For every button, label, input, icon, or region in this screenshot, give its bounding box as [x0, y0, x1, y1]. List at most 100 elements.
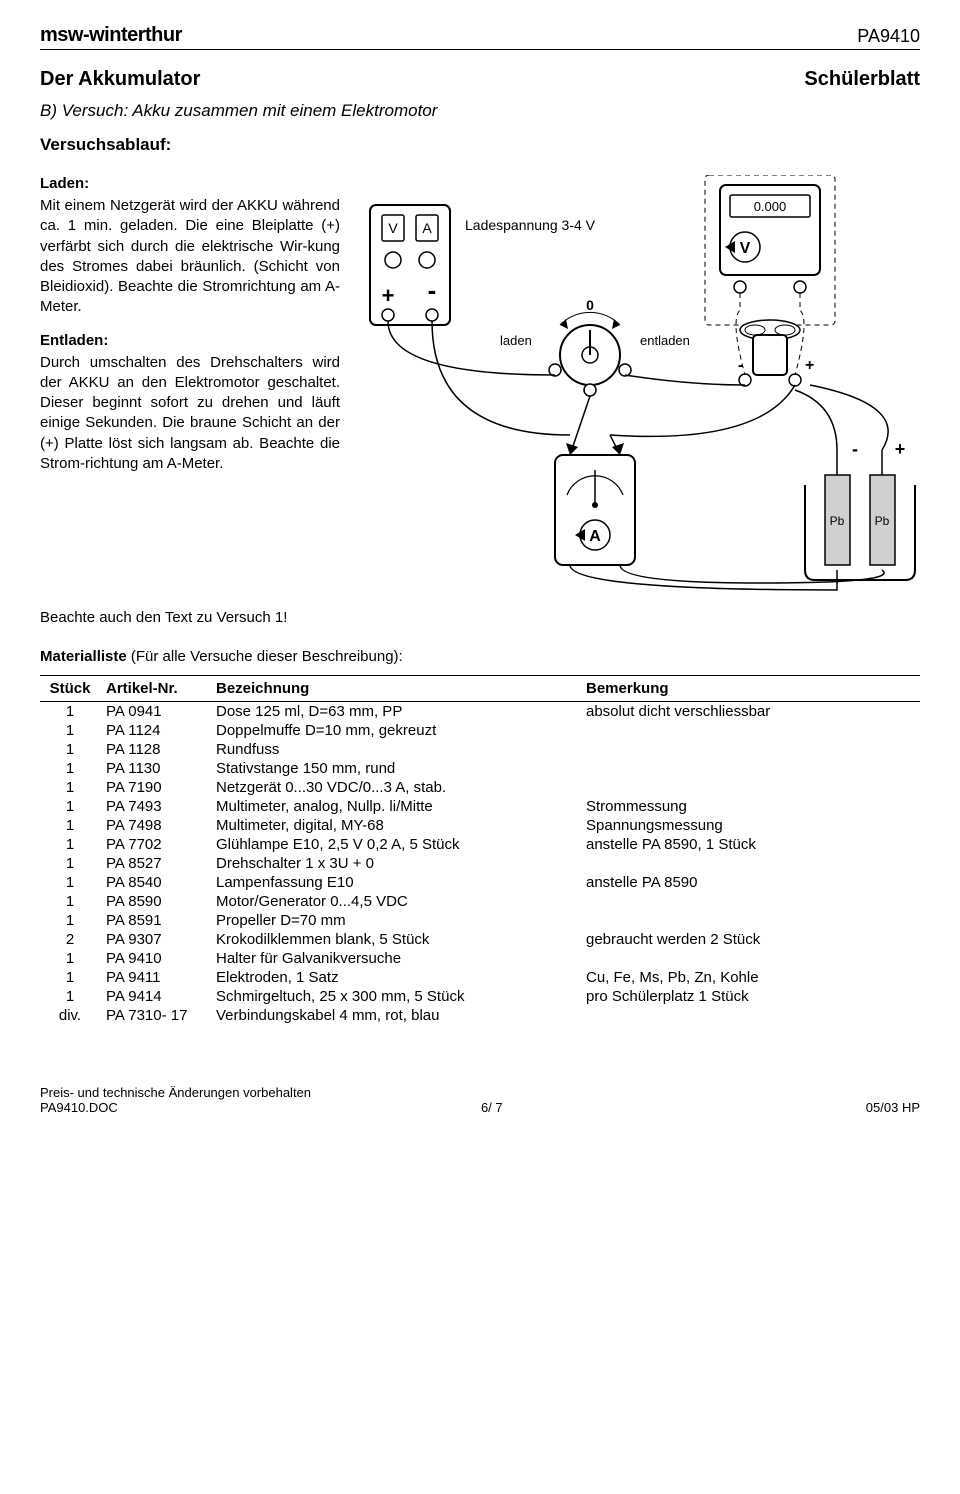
- table-cell: PA 8590: [100, 892, 210, 911]
- note-text: Beachte auch den Text zu Versuch 1!: [40, 609, 920, 626]
- col-stueck: Stück: [40, 676, 100, 702]
- title-row: Der Akkumulator Schülerblatt: [40, 68, 920, 91]
- table-cell: PA 7702: [100, 835, 210, 854]
- entladen-text: Durch umschalten des Drehschalters wird …: [40, 353, 340, 475]
- content-row: Laden: Mit einem Netzgerät wird der AKKU…: [40, 175, 920, 599]
- table-row: 1PA 8591Propeller D=70 mm: [40, 911, 920, 930]
- table-cell: Halter für Galvanikversuche: [210, 949, 580, 968]
- col-artikel: Artikel-Nr.: [100, 676, 210, 702]
- electrode-pb-2: Pb: [875, 514, 890, 528]
- table-cell: Lampenfassung E10: [210, 873, 580, 892]
- table-cell: PA 7310- 17: [100, 1006, 210, 1025]
- table-row: div.PA 7310- 17Verbindungskabel 4 mm, ro…: [40, 1006, 920, 1025]
- table-cell: Multimeter, analog, Nullp. li/Mitte: [210, 797, 580, 816]
- sheet-type: Schülerblatt: [804, 68, 920, 91]
- table-row: 1PA 9410Halter für Galvanikversuche: [40, 949, 920, 968]
- psu-plus: +: [382, 283, 395, 308]
- electrode-pb-1: Pb: [830, 514, 845, 528]
- table-cell: [580, 854, 920, 873]
- table-cell: 1: [40, 816, 100, 835]
- table-cell: 1: [40, 835, 100, 854]
- table-cell: anstelle PA 8590: [580, 873, 920, 892]
- table-row: 1PA 1130Stativstange 150 mm, rund: [40, 759, 920, 778]
- voltmeter-display: 0.000: [754, 199, 787, 214]
- table-cell: [580, 1006, 920, 1025]
- table-cell: Krokodilklemmen blank, 5 Stück: [210, 930, 580, 949]
- table-cell: PA 0941: [100, 702, 210, 722]
- accu-plus: +: [895, 439, 906, 459]
- switch-zero: 0: [586, 297, 594, 313]
- table-cell: 1: [40, 968, 100, 987]
- table-row: 1PA 9414Schmirgeltuch, 25 x 300 mm, 5 St…: [40, 987, 920, 1006]
- table-row: 1PA 9411Elektroden, 1 SatzCu, Fe, Ms, Pb…: [40, 968, 920, 987]
- table-cell: 2: [40, 930, 100, 949]
- logo-bold: msw: [40, 24, 83, 46]
- table-cell: [580, 721, 920, 740]
- table-cell: 1: [40, 892, 100, 911]
- logo: msw-winterthur: [40, 24, 182, 47]
- accu-minus: -: [852, 439, 858, 459]
- table-row: 1PA 8540Lampenfassung E10anstelle PA 859…: [40, 873, 920, 892]
- table-cell: PA 7190: [100, 778, 210, 797]
- table-cell: 1: [40, 873, 100, 892]
- table-cell: absolut dicht verschliessbar: [580, 702, 920, 722]
- table-header-row: Stück Artikel-Nr. Bezeichnung Bemerkung: [40, 676, 920, 702]
- table-cell: Netzgerät 0...30 VDC/0...3 A, stab.: [210, 778, 580, 797]
- table-cell: [580, 911, 920, 930]
- table-cell: Spannungsmessung: [580, 816, 920, 835]
- footer: Preis- und technische Änderungen vorbeha…: [40, 1085, 920, 1115]
- table-cell: 1: [40, 854, 100, 873]
- table-row: 1PA 1124Doppelmuffe D=10 mm, gekreuzt: [40, 721, 920, 740]
- table-row: 1PA 7498Multimeter, digital, MY-68Spannu…: [40, 816, 920, 835]
- table-cell: gebraucht werden 2 Stück: [580, 930, 920, 949]
- footer-rev: 05/03 HP: [866, 1100, 920, 1115]
- table-cell: 1: [40, 797, 100, 816]
- table-cell: anstelle PA 8590, 1 Stück: [580, 835, 920, 854]
- entladen-label: entladen: [640, 333, 690, 348]
- table-cell: PA 1124: [100, 721, 210, 740]
- diagram-column: V A + - Ladespannung 3-4 V 0 laden entla…: [360, 175, 920, 599]
- table-cell: PA 8527: [100, 854, 210, 873]
- table-cell: Rundfuss: [210, 740, 580, 759]
- motor-plus: +: [805, 357, 814, 374]
- table-row: 1PA 7702Glühlampe E10, 2,5 V 0,2 A, 5 St…: [40, 835, 920, 854]
- text-column: Laden: Mit einem Netzgerät wird der AKKU…: [40, 175, 340, 599]
- table-cell: 1: [40, 778, 100, 797]
- footer-disclaimer: Preis- und technische Änderungen vorbeha…: [40, 1085, 920, 1100]
- table-cell: [580, 759, 920, 778]
- section-heading: Versuchsablauf:: [40, 135, 920, 155]
- psu-a-label: A: [422, 220, 432, 236]
- table-cell: [580, 778, 920, 797]
- doc-header: msw-winterthur PA9410: [40, 24, 920, 50]
- laden-text: Mit einem Netzgerät wird der AKKU währen…: [40, 196, 340, 318]
- table-cell: PA 1130: [100, 759, 210, 778]
- table-row: 2PA 9307Krokodilklemmen blank, 5 Stückge…: [40, 930, 920, 949]
- entladen-head: Entladen:: [40, 332, 340, 349]
- table-cell: PA 9411: [100, 968, 210, 987]
- table-cell: Doppelmuffe D=10 mm, gekreuzt: [210, 721, 580, 740]
- table-cell: PA 9414: [100, 987, 210, 1006]
- ammeter-a: A: [589, 528, 601, 545]
- page-title: Der Akkumulator: [40, 68, 200, 91]
- materials-table: Stück Artikel-Nr. Bezeichnung Bemerkung …: [40, 675, 920, 1025]
- table-cell: 1: [40, 721, 100, 740]
- table-cell: Cu, Fe, Ms, Pb, Zn, Kohle: [580, 968, 920, 987]
- table-cell: pro Schülerplatz 1 Stück: [580, 987, 920, 1006]
- laden-label: laden: [500, 333, 532, 348]
- circuit-diagram: V A + - Ladespannung 3-4 V 0 laden entla…: [360, 175, 920, 595]
- psu-v-label: V: [388, 220, 398, 236]
- col-bezeichnung: Bezeichnung: [210, 676, 580, 702]
- table-row: 1PA 7190Netzgerät 0...30 VDC/0...3 A, st…: [40, 778, 920, 797]
- table-row: 1PA 0941Dose 125 ml, D=63 mm, PPabsolut …: [40, 702, 920, 722]
- table-cell: 1: [40, 740, 100, 759]
- laden-head: Laden:: [40, 175, 340, 192]
- table-cell: Propeller D=70 mm: [210, 911, 580, 930]
- materials-heading-bold: Materialliste: [40, 648, 127, 665]
- voltmeter-v: V: [740, 240, 751, 257]
- table-cell: PA 8540: [100, 873, 210, 892]
- table-cell: PA 9307: [100, 930, 210, 949]
- table-cell: 1: [40, 702, 100, 722]
- table-row: 1PA 1128Rundfuss: [40, 740, 920, 759]
- footer-docfile: PA9410.DOC: [40, 1100, 118, 1115]
- logo-rest: -winterthur: [83, 24, 182, 46]
